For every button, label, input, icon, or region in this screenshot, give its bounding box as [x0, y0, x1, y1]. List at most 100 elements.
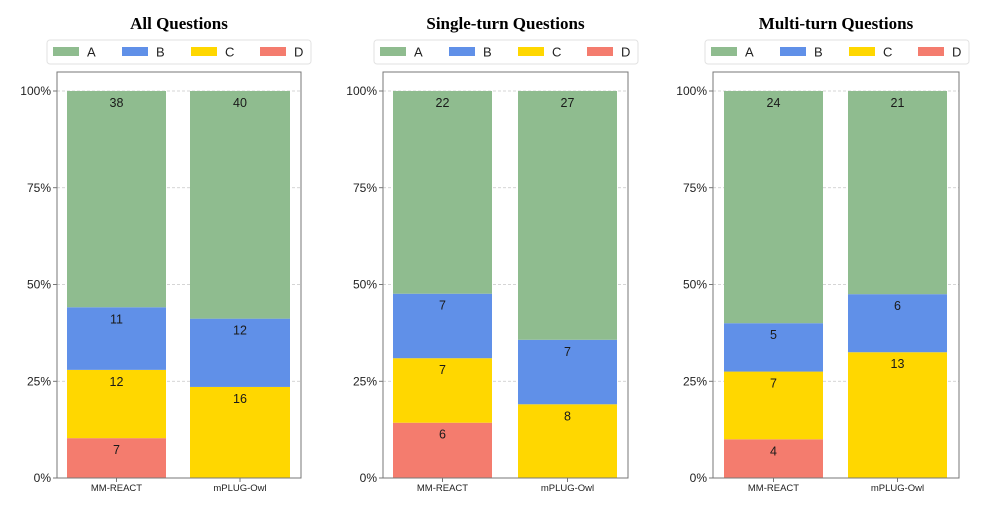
legend-swatch-b	[449, 47, 475, 56]
chart-title: Multi-turn Questions	[759, 14, 914, 33]
chart-panel-3: Multi-turn Questions A B C D 0% 25% 50% 75% 100% 4…	[676, 14, 970, 494]
bar-segment-a	[848, 91, 947, 295]
data-label-b: 5	[770, 328, 777, 342]
data-label-c: 16	[233, 392, 247, 406]
bar-segment-b	[724, 323, 823, 372]
bar-segment-a	[190, 91, 290, 319]
y-tick-label: 25%	[27, 374, 51, 388]
x-tick-label: MM-REACT	[417, 483, 468, 494]
legend-swatch-b	[122, 47, 148, 56]
bar-segment-c	[724, 371, 823, 440]
bar-segment-c	[518, 404, 617, 478]
legend-label-a: A	[745, 45, 754, 60]
x-tick-label: mPLUG-Owl	[541, 483, 594, 494]
data-label-c: 7	[770, 377, 777, 391]
legend-swatch-a	[53, 47, 79, 56]
bar-segment-d	[67, 438, 166, 478]
legend-box	[704, 39, 970, 65]
legend-swatch-a	[711, 47, 737, 56]
y-tick-label: 0%	[360, 471, 378, 485]
x-tick-label: MM-REACT	[748, 483, 799, 494]
data-label-a: 27	[561, 96, 575, 110]
y-tick-label: 75%	[353, 181, 377, 195]
y-tick-label: 25%	[683, 374, 707, 388]
legend-box	[46, 39, 312, 65]
y-tick-label: 50%	[27, 278, 51, 292]
legend-label-c: C	[883, 45, 892, 60]
legend-label-a: A	[414, 45, 423, 60]
data-label-d: 6	[439, 428, 446, 442]
bar-segment-b	[190, 318, 290, 387]
legend-label-c: C	[552, 45, 561, 60]
legend-label-a: A	[87, 45, 96, 60]
bar-segment-b	[67, 307, 166, 370]
legend-swatch-d	[260, 47, 286, 56]
bar-segment-b	[848, 294, 947, 353]
data-label-b: 7	[564, 345, 571, 359]
bar-segment-c	[393, 358, 492, 423]
bar-segment-a	[67, 91, 166, 308]
legend-swatch-d	[587, 47, 613, 56]
legend-label-c: C	[225, 45, 234, 60]
axes-frame	[382, 71, 629, 479]
legend-swatch-a	[380, 47, 406, 56]
bar-segment-c	[67, 369, 166, 439]
bar-segment-b	[518, 339, 617, 405]
legend-swatch-d	[918, 47, 944, 56]
data-label-a: 24	[767, 96, 781, 110]
legend-box	[373, 39, 639, 65]
y-tick-label: 100%	[676, 84, 707, 98]
data-label-b: 6	[894, 299, 901, 313]
x-tick-label: mPLUG-Owl	[871, 483, 924, 494]
y-tick-label: 50%	[683, 278, 707, 292]
bar-segment-c	[848, 352, 947, 478]
data-label-c: 8	[564, 409, 571, 423]
data-label-a: 21	[891, 96, 905, 110]
y-tick-label: 75%	[27, 181, 51, 195]
data-label-b: 12	[233, 324, 247, 338]
legend-label-b: B	[483, 45, 492, 60]
data-label-c: 7	[439, 363, 446, 377]
legend-swatch-c	[849, 47, 875, 56]
data-label-a: 40	[233, 96, 247, 110]
bar-segment-b	[393, 293, 492, 359]
x-tick-label: mPLUG-Owl	[213, 483, 266, 494]
bar-segment-d	[393, 422, 492, 478]
data-label-b: 11	[110, 312, 123, 326]
chart-panel-1: All Questions A B C D 0% 25% 50% 75% 100% 7 12 11 38 M…	[20, 14, 312, 494]
y-tick-label: 0%	[34, 471, 52, 485]
legend-label-d: D	[952, 45, 961, 60]
bar-segment-a	[393, 91, 492, 294]
bar-segment-c	[190, 386, 290, 478]
bar-segment-a	[518, 91, 617, 340]
data-label-c: 13	[891, 357, 905, 371]
y-tick-label: 75%	[683, 181, 707, 195]
y-tick-label: 25%	[353, 374, 377, 388]
data-label-a: 38	[110, 96, 124, 110]
axes-frame	[712, 71, 960, 479]
data-label-d: 7	[113, 443, 120, 457]
y-tick-label: 0%	[690, 471, 708, 485]
legend-swatch-b	[780, 47, 806, 56]
x-tick-label: MM-REACT	[91, 483, 142, 494]
legend-label-b: B	[156, 45, 165, 60]
y-tick-label: 100%	[346, 84, 377, 98]
axes-frame	[56, 71, 302, 479]
bar-segment-a	[724, 91, 823, 324]
data-label-b: 7	[439, 299, 446, 313]
legend-label-b: B	[814, 45, 823, 60]
data-label-c: 12	[110, 375, 124, 389]
chart-title: All Questions	[130, 14, 228, 33]
legend-swatch-c	[518, 47, 544, 56]
legend-label-d: D	[621, 45, 630, 60]
y-tick-label: 100%	[20, 84, 51, 98]
legend-label-d: D	[294, 45, 303, 60]
data-label-a: 22	[436, 96, 450, 110]
y-tick-label: 50%	[353, 278, 377, 292]
bar-segment-d	[724, 439, 823, 478]
data-label-d: 4	[770, 444, 777, 458]
legend-swatch-c	[191, 47, 217, 56]
chart-title: Single-turn Questions	[426, 14, 585, 33]
